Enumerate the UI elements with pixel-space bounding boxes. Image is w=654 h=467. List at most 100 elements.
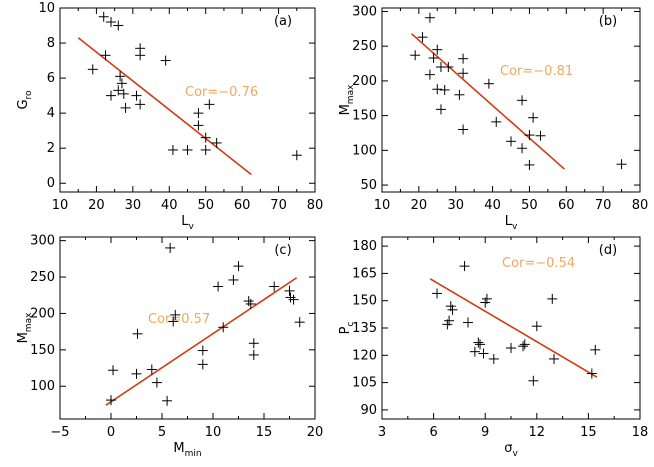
data-point	[481, 293, 492, 304]
data-point	[116, 78, 127, 89]
x-axis-label: Lv	[181, 214, 194, 232]
x-tick-label: 70	[270, 198, 287, 213]
data-point	[193, 108, 204, 119]
data-point	[98, 11, 109, 22]
data-point	[432, 288, 443, 299]
x-tick-label: 10	[52, 198, 69, 213]
data-point	[106, 90, 116, 101]
data-point	[170, 309, 181, 320]
y-tick-label: 8	[47, 36, 55, 51]
data-point	[200, 144, 211, 155]
y-axis-label-sub: max	[24, 312, 34, 332]
x-tick-label: 6	[429, 425, 437, 440]
data-point	[233, 261, 244, 272]
data-point	[444, 315, 455, 326]
x-axis-label-main: L	[181, 214, 189, 229]
y-tick-label: 150	[352, 294, 377, 309]
data-point	[197, 345, 208, 356]
data-point	[458, 124, 469, 135]
y-axis-label-main: G	[16, 99, 31, 109]
panel-d: 3 6 9 12 15 18 90 105 120 135 150 165 180 σv Pc (d) Cor=…	[338, 236, 648, 459]
x-tick-label: 9	[481, 425, 489, 440]
y-tick-label: 200	[30, 306, 55, 321]
x-tick-label: 20	[307, 425, 324, 440]
data-point	[113, 20, 124, 31]
data-point	[131, 90, 142, 101]
data-point	[162, 395, 173, 406]
data-point	[528, 112, 539, 123]
plot-frame	[59, 236, 316, 420]
x-axis-label-main: M	[173, 441, 184, 456]
data-point	[200, 132, 211, 143]
y-tick-label: 100	[30, 379, 55, 394]
data-point	[120, 102, 131, 113]
data-point	[87, 64, 98, 75]
data-point	[531, 321, 542, 332]
x-tick-label: 50	[197, 198, 214, 213]
fit-line	[77, 37, 252, 176]
data-point	[447, 304, 458, 315]
y-tick-label: 180	[352, 239, 377, 254]
data-point	[517, 95, 528, 106]
y-axis-label-main: M	[338, 104, 353, 115]
data-point	[410, 50, 421, 61]
data-point	[167, 144, 178, 155]
data-point	[458, 68, 469, 79]
fit-line	[429, 278, 598, 378]
data-point	[469, 346, 480, 357]
data-point	[146, 364, 157, 375]
y-tick-label: 250	[30, 270, 55, 285]
panel-a: 10 20 30 40 50 60 70 80 0 2 4 6 8 10 Lv Gro (a) Cor=−0.76	[16, 1, 323, 232]
data-point	[432, 44, 443, 55]
plot-frame	[381, 7, 641, 193]
data-point	[288, 294, 299, 305]
data-point	[135, 50, 146, 61]
panel-tag: (d)	[599, 243, 617, 258]
data-point	[193, 120, 204, 131]
x-axis-label-main: L	[505, 214, 513, 229]
data-point	[535, 130, 546, 141]
data-point	[616, 159, 627, 170]
data-point	[213, 281, 224, 292]
panel-tag: (b)	[599, 14, 617, 29]
y-tick-label: 4	[47, 106, 55, 121]
x-tick-label: 20	[411, 198, 428, 213]
data-point	[518, 341, 529, 352]
y-axis-label: Gro	[16, 90, 34, 110]
data-point	[151, 377, 162, 388]
data-point	[483, 78, 494, 89]
x-axis-label-sub: min	[185, 449, 202, 459]
y-tick-label: 50	[360, 178, 377, 193]
x-tick-label: 10	[205, 425, 222, 440]
y-axis-label-sub: c	[346, 322, 356, 327]
x-axis-label-sub: v	[512, 449, 518, 459]
x-tick-label: −5	[50, 425, 69, 440]
plot-frame	[59, 7, 316, 193]
panel-tag: (a)	[274, 14, 292, 29]
y-axis-label: Mmax	[338, 84, 356, 116]
y-tick-label: 300	[352, 4, 377, 19]
x-tick-label: 30	[447, 198, 464, 213]
data-point	[245, 298, 256, 309]
x-tick-label: 60	[558, 198, 575, 213]
data-point	[519, 339, 530, 350]
data-point	[294, 317, 305, 328]
data-point	[478, 348, 489, 359]
data-point	[291, 150, 302, 161]
data-point	[524, 159, 535, 170]
y-axis-label-sub: ro	[24, 90, 34, 100]
x-tick-label: 40	[161, 198, 178, 213]
data-point	[118, 88, 129, 99]
data-point	[108, 365, 119, 376]
data-point	[488, 353, 499, 364]
data-point	[160, 55, 171, 66]
y-tick-label: 300	[30, 234, 55, 249]
data-point	[131, 368, 142, 379]
y-axis-label: Pc	[338, 322, 356, 335]
panel-tag: (c)	[274, 243, 291, 258]
y-tick-label: 250	[352, 39, 377, 54]
data-point	[586, 368, 597, 379]
data-point	[197, 359, 208, 370]
x-tick-label: 20	[88, 198, 105, 213]
data-point	[100, 50, 111, 61]
